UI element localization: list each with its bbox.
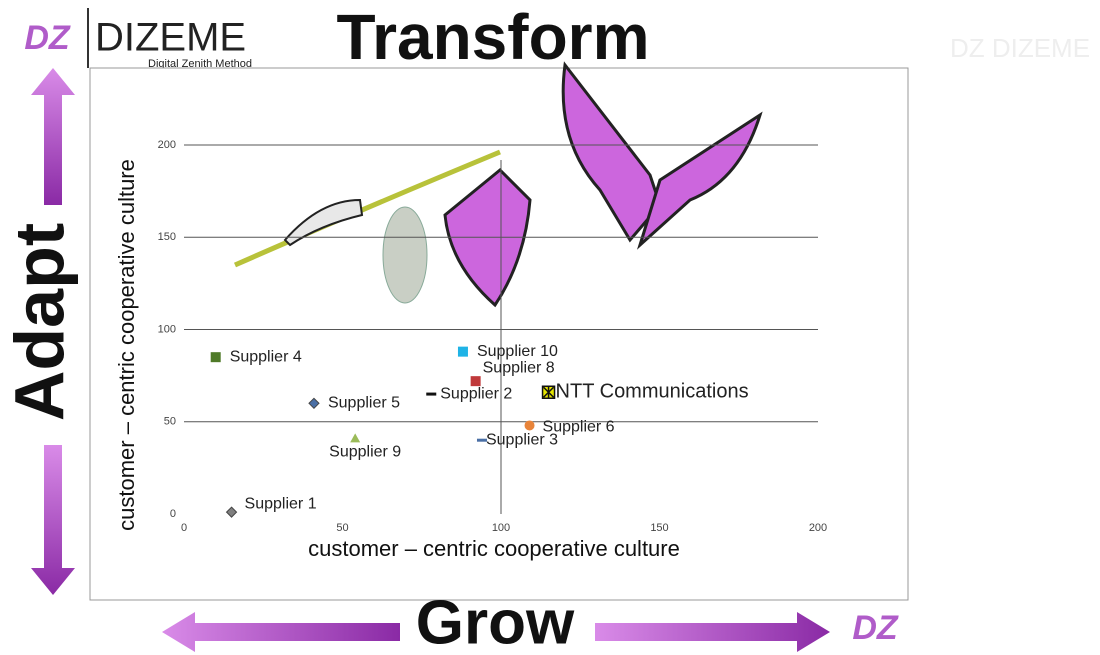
- data-label: Supplier 8: [483, 359, 555, 376]
- marker: [476, 438, 487, 442]
- marker: [426, 392, 437, 396]
- marker: [541, 385, 556, 399]
- marker: [210, 352, 221, 363]
- logo-name: DIZEME: [95, 16, 246, 60]
- data-label: Supplier 2: [440, 385, 512, 402]
- marker: [470, 376, 481, 387]
- marker: [350, 433, 361, 443]
- marker: [225, 506, 238, 518]
- x-tick-label: 0: [181, 522, 187, 534]
- data-label: NTT Communications: [556, 381, 749, 403]
- y-tick-label: 50: [164, 416, 176, 428]
- data-label: Supplier 9: [329, 444, 401, 461]
- x-tick-label: 50: [336, 522, 348, 534]
- slide-title: Transform: [337, 1, 650, 73]
- data-label: Supplier 1: [245, 495, 317, 512]
- marker: [524, 420, 535, 431]
- y-tick-label: 150: [158, 231, 176, 243]
- x-axis-label: customer – centric cooperative culture: [308, 536, 680, 561]
- data-label: Supplier 6: [543, 419, 615, 436]
- chart-frame: [89, 67, 909, 601]
- data-label: Supplier 5: [328, 395, 400, 412]
- illustration: [233, 61, 763, 308]
- y-tick-label: 0: [170, 508, 176, 520]
- corner-mark: DZ: [852, 609, 899, 647]
- logo-mark: DZ: [24, 19, 71, 57]
- y-axis-label: customer – centric cooperative culture: [114, 159, 139, 531]
- data-label: Supplier 10: [477, 343, 558, 360]
- adapt-label: Adapt: [0, 223, 78, 421]
- watermark: DZ DIZEME: [950, 33, 1090, 63]
- adapt-arrow: [31, 68, 75, 595]
- marker: [308, 397, 320, 410]
- grow-arrow: [162, 612, 830, 652]
- data-label: Supplier 3: [486, 431, 558, 448]
- x-tick-label: 200: [809, 522, 827, 534]
- y-tick-label: 200: [158, 139, 176, 151]
- data-label: Supplier 4: [230, 348, 302, 365]
- x-tick-label: 100: [492, 522, 510, 534]
- logo-tagline: Digital Zenith Method: [148, 58, 252, 70]
- grow-label: Grow: [416, 588, 575, 655]
- y-tick-label: 100: [158, 323, 176, 335]
- marker: [457, 346, 468, 357]
- plot: 0 50 100 150 200 0 50 100 150 200 Supplier 1 Suppli…: [158, 139, 828, 534]
- x-tick-label: 150: [650, 522, 668, 534]
